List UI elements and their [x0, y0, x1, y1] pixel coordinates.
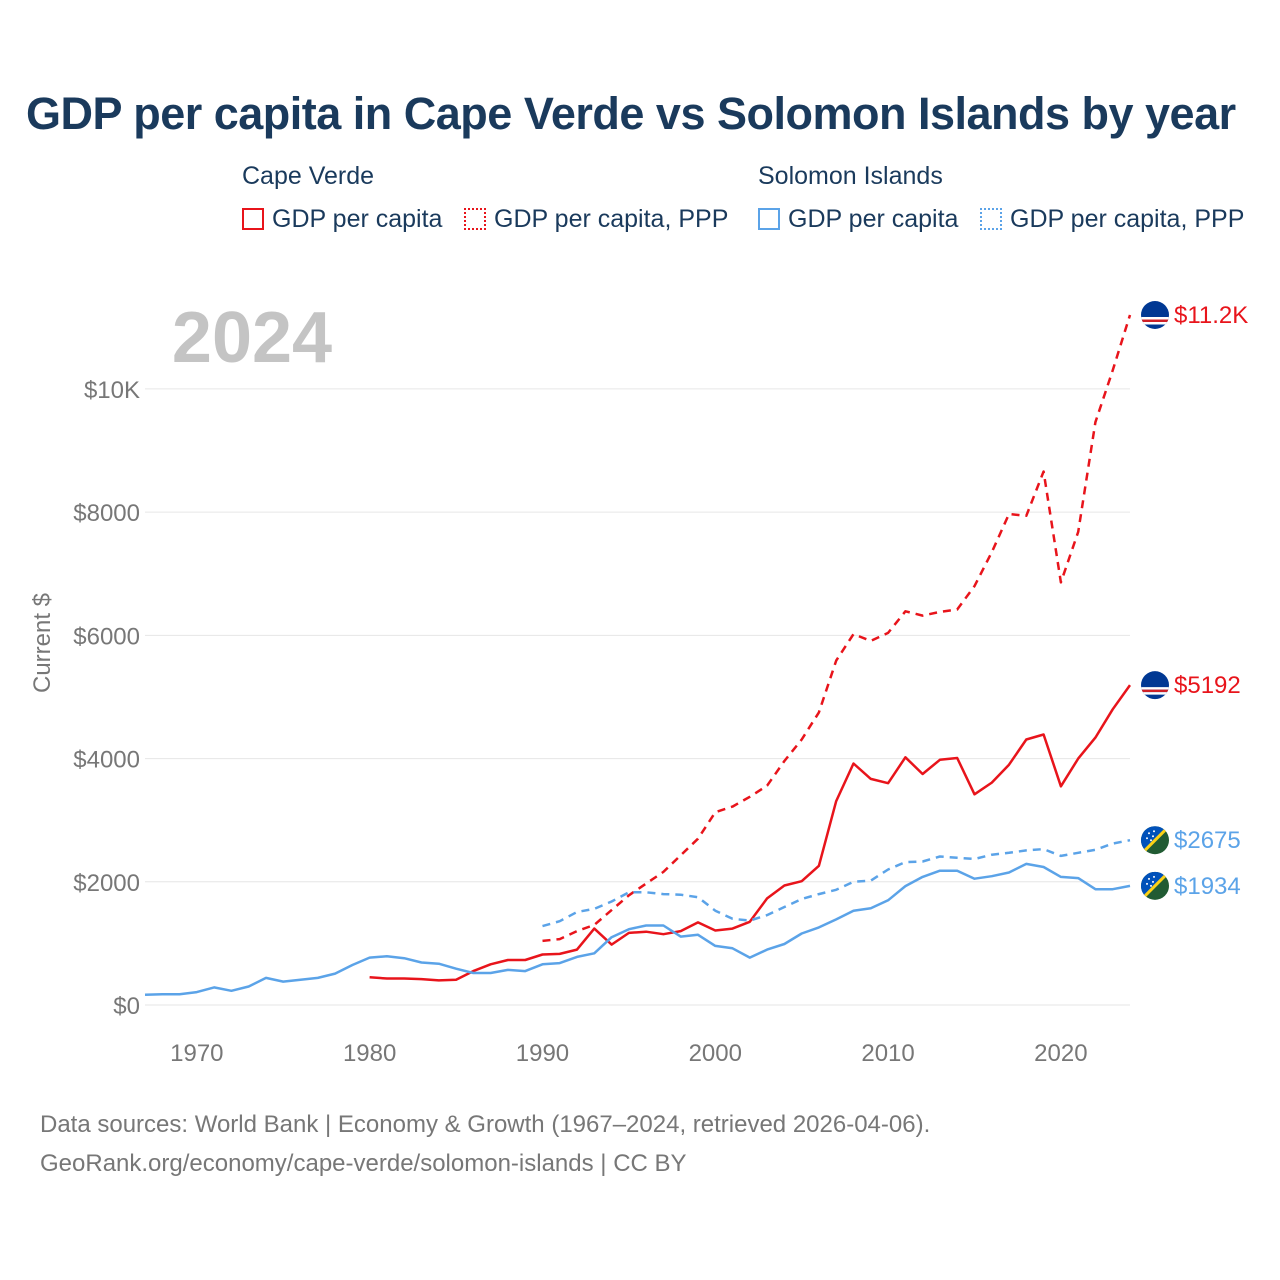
y-axis-ticks: $0 $2000 $4000 $6000 $8000 $10K: [73, 377, 140, 1020]
footer: Data sources: World Bank | Economy & Gro…: [40, 1105, 930, 1183]
solomon-islands-flag-icon: [1141, 871, 1169, 900]
end-value-label: $2675: [1174, 827, 1241, 854]
series-lines: [144, 314, 1132, 997]
line-chart: 2024 $0 $2000 $4000 $6000 $8000 $10K 1970 1980…: [29, 298, 1248, 1067]
legend-group-solomon-islands: Solomon Islands: [758, 162, 943, 190]
y-tick-label: $4000: [73, 747, 140, 774]
x-tick-label: 1980: [343, 1040, 396, 1067]
legend-swatch-solid-red: [242, 208, 264, 230]
y-tick-label: $10K: [84, 377, 140, 404]
legend-item-label: GDP per capita: [272, 204, 443, 233]
footer-url[interactable]: GeoRank.org/economy/cape-verde/solomon-i…: [40, 1150, 687, 1177]
solomon-islands-flag-icon: [1141, 826, 1169, 855]
legend-swatch-dotted-blue: [980, 208, 1002, 230]
legend-item-cape-verde-gdp[interactable]: GDP per capita: [242, 204, 442, 234]
y-tick-label: $6000: [73, 623, 140, 650]
end-markers: $11.2K $5192 $2675 $1934: [1141, 301, 1248, 900]
y-tick-label: $0: [113, 993, 140, 1020]
end-value-label: $5192: [1174, 672, 1241, 699]
legend-item-label: GDP per capita, PPP: [494, 204, 729, 233]
series-line[interactable]: [542, 314, 1132, 943]
series-line[interactable]: [369, 684, 1132, 982]
legend-item-label: GDP per capita: [788, 204, 959, 233]
end-value-label: $11.2K: [1174, 302, 1248, 329]
legend-group-cape-verde: Cape Verde: [242, 162, 375, 190]
grid-lines: [145, 388, 1130, 1006]
cape-verde-flag-icon: [1141, 301, 1169, 329]
chart-title: GDP per capita in Cape Verde vs Solomon …: [26, 88, 1236, 139]
year-watermark: 2024: [172, 298, 332, 378]
y-axis-label: Current $: [29, 593, 56, 693]
legend-item-solomon-gdp[interactable]: GDP per capita: [758, 204, 958, 234]
x-tick-label: 1970: [170, 1040, 223, 1067]
series-line[interactable]: [542, 838, 1131, 928]
y-tick-label: $8000: [73, 500, 140, 527]
footer-source: Data sources: World Bank | Economy & Gro…: [40, 1111, 931, 1138]
legend-item-solomon-gdp-ppp[interactable]: GDP per capita, PPP: [980, 204, 1244, 234]
legend-swatch-solid-blue: [758, 208, 780, 230]
legend-swatch-dotted-red: [464, 208, 486, 230]
cape-verde-flag-icon: [1141, 671, 1169, 700]
x-tick-label: 2010: [861, 1040, 914, 1067]
end-value-label: $1934: [1174, 873, 1241, 900]
x-tick-label: 2020: [1034, 1040, 1087, 1067]
x-tick-label: 1990: [516, 1040, 569, 1067]
series-line[interactable]: [144, 862, 1131, 997]
x-axis-ticks: 1970 1980 1990 2000 2010 2020: [170, 1040, 1087, 1067]
legend-item-label: GDP per capita, PPP: [1010, 204, 1245, 233]
x-tick-label: 2000: [689, 1040, 742, 1067]
legend-item-cape-verde-gdp-ppp[interactable]: GDP per capita, PPP: [464, 204, 728, 234]
y-tick-label: $2000: [73, 870, 140, 897]
